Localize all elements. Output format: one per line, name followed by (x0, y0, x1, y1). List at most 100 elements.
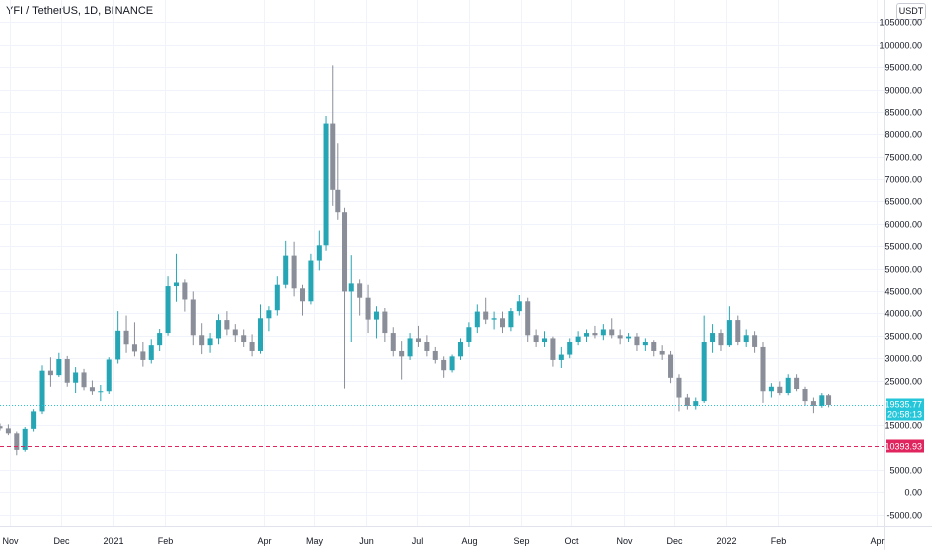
candle (777, 381, 783, 396)
candle-body (592, 333, 598, 336)
x-tick-label: May (306, 536, 324, 546)
time-axis[interactable]: Nov Dec 2021 Feb Apr May Jun Jul Aug Sep Oct Nov Dec… (2, 536, 884, 546)
candle-body (525, 301, 531, 336)
candle (701, 315, 707, 403)
candle (592, 325, 598, 339)
candle-body (215, 320, 221, 339)
x-tick-label: Apr (257, 536, 271, 546)
candle-body (541, 338, 548, 343)
y-tick-label: 105000.00 (879, 18, 922, 28)
x-tick-label: Jun (359, 536, 374, 546)
candle (785, 374, 791, 396)
candle (14, 431, 20, 456)
y-tick-label: 55000.00 (884, 242, 922, 252)
candle (819, 393, 825, 408)
y-tick-label: 5000.00 (889, 466, 922, 476)
candle (98, 384, 104, 402)
candle (693, 397, 699, 410)
candle-body (39, 370, 45, 412)
candle (752, 331, 758, 353)
candle-body (668, 354, 674, 378)
x-tick-label: Apr (870, 536, 884, 546)
candle-body (14, 433, 20, 450)
candle (335, 143, 341, 220)
candle-body (330, 123, 336, 190)
candle (541, 331, 548, 347)
candle-body (642, 342, 648, 346)
candle (342, 207, 348, 389)
candle (123, 315, 129, 353)
candle-body (224, 320, 230, 330)
candle (399, 341, 405, 380)
candle (56, 352, 62, 377)
candle-body (73, 372, 79, 383)
candle (651, 340, 657, 357)
candle (483, 297, 489, 325)
candle (684, 393, 690, 410)
candle (533, 329, 539, 347)
candle (474, 304, 480, 334)
candle (525, 297, 531, 343)
y-tick-label: 85000.00 (884, 108, 922, 118)
candle-body (810, 401, 816, 407)
x-tick-label: Dec (53, 536, 70, 546)
candle-body (634, 336, 640, 346)
y-tick-label: 60000.00 (884, 220, 922, 230)
candle-body (5, 428, 11, 434)
candle-body (483, 311, 489, 320)
currency-selector-button[interactable]: USDT (896, 3, 926, 20)
candle (617, 329, 623, 345)
candle (466, 322, 472, 347)
candle (131, 322, 137, 357)
candle-body (399, 350, 405, 357)
y-tick-label: 15000.00 (884, 421, 922, 431)
candle (668, 350, 674, 384)
candle (550, 336, 556, 367)
candle (165, 276, 171, 336)
candle (659, 345, 665, 360)
candle (31, 409, 37, 432)
candle (634, 333, 640, 351)
candle-body (357, 283, 363, 298)
x-tick-label: Nov (616, 536, 633, 546)
candle-body (726, 320, 732, 346)
candle-body (802, 389, 808, 402)
y-tick-label: 50000.00 (884, 265, 922, 275)
candle (609, 318, 615, 339)
candle (584, 329, 590, 343)
candle (743, 329, 749, 347)
candle (274, 276, 280, 316)
candle-body (182, 282, 188, 300)
y-tick-label: 45000.00 (884, 287, 922, 297)
candle-body (533, 335, 539, 343)
candle-body (257, 318, 264, 351)
candle (441, 356, 447, 378)
x-tick-label: Dec (666, 536, 683, 546)
x-tick-label: Oct (564, 536, 579, 546)
candle-body (123, 330, 129, 345)
candle (330, 65, 336, 206)
candle-body (626, 336, 632, 339)
horizontal-line-label: 10393.93 (884, 442, 922, 452)
candle-body (474, 311, 480, 328)
candle (449, 354, 455, 373)
candle-body (768, 386, 774, 392)
price-axis[interactable]: 105000.00 100000.00 95000.00 90000.00 85000.… (879, 18, 922, 521)
y-tick-label: 95000.00 (884, 63, 922, 73)
candle (22, 427, 28, 452)
candle-body (584, 333, 590, 337)
candle-body (148, 345, 154, 360)
candle-body (550, 338, 556, 360)
candle-body (600, 329, 606, 336)
candle (348, 255, 354, 343)
candle-body (249, 342, 255, 351)
candle (173, 253, 179, 302)
candle (73, 367, 79, 394)
candle-body (701, 342, 707, 402)
candle (718, 329, 724, 351)
candle (802, 386, 808, 407)
candles-layer (0, 65, 832, 456)
candle (207, 333, 213, 353)
candle-body (449, 356, 455, 371)
